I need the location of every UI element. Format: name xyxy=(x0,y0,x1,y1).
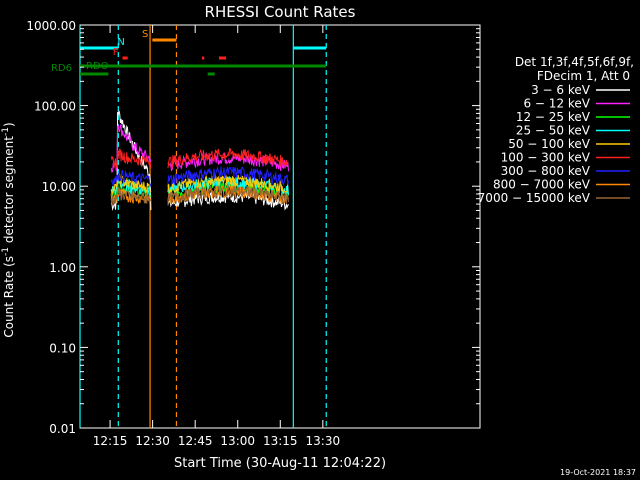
x-tick-label: 12:45 xyxy=(178,434,213,448)
legend-item-label: 800 − 7000 keV xyxy=(493,178,591,192)
legend-header-line2: FDecim 1, Att 0 xyxy=(537,69,630,83)
y-axis-label-mid: detector segment xyxy=(2,136,16,247)
chart-title: RHESSI Count Rates xyxy=(205,3,356,21)
y-tick-label: 1000.00 xyxy=(26,19,76,33)
y-axis-label-exp2: -1 xyxy=(1,127,11,136)
series-line-5 xyxy=(110,147,289,169)
legend-item-label: 25 − 50 keV xyxy=(516,124,591,138)
flags-layer: N S F RDO RD6 xyxy=(51,29,327,76)
y-axis-label-main: Count Rate (s xyxy=(2,256,16,338)
y-tick-label: 0.01 xyxy=(49,422,76,436)
series-line-8 xyxy=(110,184,289,206)
y-axis-label-exp1: -1 xyxy=(1,247,11,256)
legend: Det 1f,3f,4f,5f,6f,9f, FDecim 1, Att 0 3… xyxy=(478,55,634,205)
x-tick-label: 12:15 xyxy=(93,434,128,448)
timestamp: 19-Oct-2021 18:37 xyxy=(560,468,636,477)
legend-item-label: 300 − 800 keV xyxy=(501,164,591,178)
legend-item-label: 50 − 100 keV xyxy=(508,137,591,151)
flag-label: N xyxy=(117,37,124,48)
x-tick-label: 13:30 xyxy=(306,434,341,448)
flag-label: RDO xyxy=(86,61,109,72)
y-axis-label: Count Rate (s-1 detector segment-1) xyxy=(1,122,16,337)
legend-item-label: 12 − 25 keV xyxy=(516,110,591,124)
y-tick-label: 0.10 xyxy=(49,341,76,355)
y-tick-label: 1.00 xyxy=(49,261,76,275)
x-tick-label: 13:00 xyxy=(220,434,255,448)
legend-item-label: 7000 − 15000 keV xyxy=(478,191,591,205)
series-line-6 xyxy=(110,166,289,188)
flag-label: RD6 xyxy=(51,63,72,74)
y-axis-label-end: ) xyxy=(2,122,16,127)
flag-label: F xyxy=(113,47,119,58)
legend-item-label: 100 − 300 keV xyxy=(501,151,591,165)
legend-item-label: 3 − 6 keV xyxy=(531,83,591,97)
x-axis-label: Start Time (30-Aug-11 12:04:22) xyxy=(174,456,386,471)
legend-item-label: 6 − 12 keV xyxy=(523,97,590,111)
axes-layer: 0.01 0.10 1.00 10.00 100.00 1000.00 12:15 12:30… xyxy=(26,19,480,448)
y-tick-label: 100.00 xyxy=(34,100,76,114)
legend-header-line1: Det 1f,3f,4f,5f,6f,9f, xyxy=(515,55,634,69)
x-tick-label: 13:15 xyxy=(263,434,298,448)
y-tick-label: 10.00 xyxy=(42,180,76,194)
flag-label: S xyxy=(142,29,148,40)
series-layer xyxy=(110,110,289,212)
series-line-4 xyxy=(110,173,289,195)
x-tick-label: 12:30 xyxy=(135,434,170,448)
